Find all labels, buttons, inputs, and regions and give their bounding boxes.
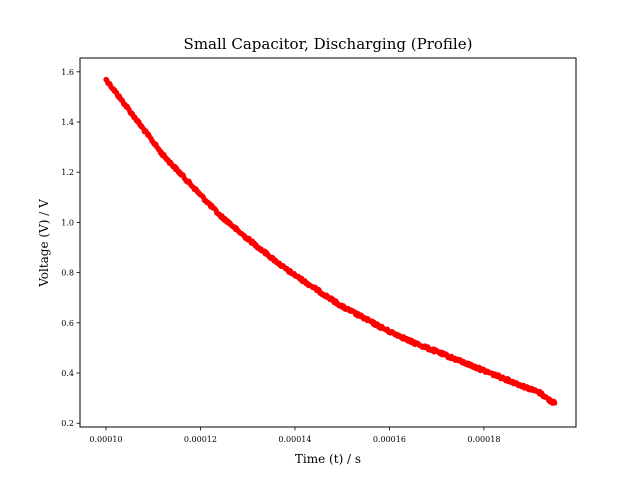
data-point — [198, 192, 203, 198]
data-point — [226, 220, 232, 225]
data-point — [160, 152, 166, 158]
data-point — [301, 279, 307, 284]
data-point — [320, 291, 326, 297]
data-point — [216, 212, 222, 218]
data-point — [538, 390, 543, 396]
data-point — [424, 345, 430, 351]
data-point — [245, 236, 251, 242]
data-point — [273, 258, 279, 264]
y-tick-label: 1.0 — [61, 218, 74, 227]
data-point — [472, 364, 477, 370]
data-point — [254, 243, 260, 249]
x-axis-label: Time (t) / s — [295, 452, 361, 466]
data-point — [103, 76, 109, 82]
y-tick-label: 0.6 — [61, 319, 74, 328]
data-point — [207, 202, 213, 208]
data-point — [500, 375, 506, 381]
data-point — [349, 309, 355, 314]
data-point — [481, 368, 487, 373]
x-tick-label: 0.00012 — [184, 435, 217, 444]
data-point — [358, 314, 364, 319]
y-tick-label: 0.8 — [61, 269, 74, 278]
data-point — [434, 349, 440, 355]
data-point — [113, 89, 118, 95]
data-point — [264, 251, 269, 257]
data-point — [552, 400, 558, 406]
data-point — [131, 114, 137, 120]
data-point — [188, 182, 194, 188]
data-point — [339, 304, 345, 309]
data-point — [311, 285, 317, 291]
data-point — [368, 319, 373, 324]
data-point — [415, 341, 421, 347]
data-point — [169, 162, 175, 168]
series-line — [103, 77, 558, 406]
x-tick-label: 0.00016 — [373, 435, 406, 444]
y-axis-ticks: 0.2 0.4 0.6 0.8 1.0 1.2 1.4 1.6 — [61, 68, 80, 428]
y-tick-label: 1.6 — [61, 68, 74, 77]
y-tick-label: 1.4 — [61, 118, 74, 127]
y-axis-label: Voltage (V) / V — [37, 199, 51, 288]
y-tick-label: 0.2 — [61, 419, 74, 428]
data-point — [490, 371, 496, 377]
data-point — [528, 386, 534, 392]
data-point — [547, 398, 553, 404]
y-tick-label: 0.4 — [61, 369, 74, 378]
y-tick-label: 1.2 — [61, 168, 74, 177]
data-point — [453, 356, 458, 362]
data-point — [405, 337, 411, 343]
data-point — [387, 329, 392, 335]
data-point — [150, 139, 156, 145]
data-point — [330, 297, 336, 303]
plot-frame — [79, 57, 577, 428]
data-point — [443, 353, 449, 358]
series-layer — [103, 76, 558, 406]
data-point — [141, 127, 147, 132]
data-point — [462, 360, 468, 366]
x-axis-ticks: 0.00010 0.00012 0.00014 0.00016 0.00018 — [89, 427, 500, 444]
data-point — [122, 102, 128, 107]
data-point — [179, 172, 184, 178]
series-points — [103, 76, 558, 406]
chart-title: Small Capacitor, Discharging (Profile) — [184, 35, 473, 53]
x-tick-label: 0.00018 — [467, 435, 500, 444]
data-point — [396, 332, 402, 338]
data-point — [292, 272, 298, 278]
data-point — [519, 383, 525, 388]
data-point — [283, 266, 288, 272]
data-point — [377, 324, 383, 329]
data-point — [235, 228, 241, 234]
data-point — [509, 379, 515, 385]
x-tick-label: 0.00014 — [278, 435, 311, 444]
x-tick-label: 0.00010 — [89, 435, 122, 444]
